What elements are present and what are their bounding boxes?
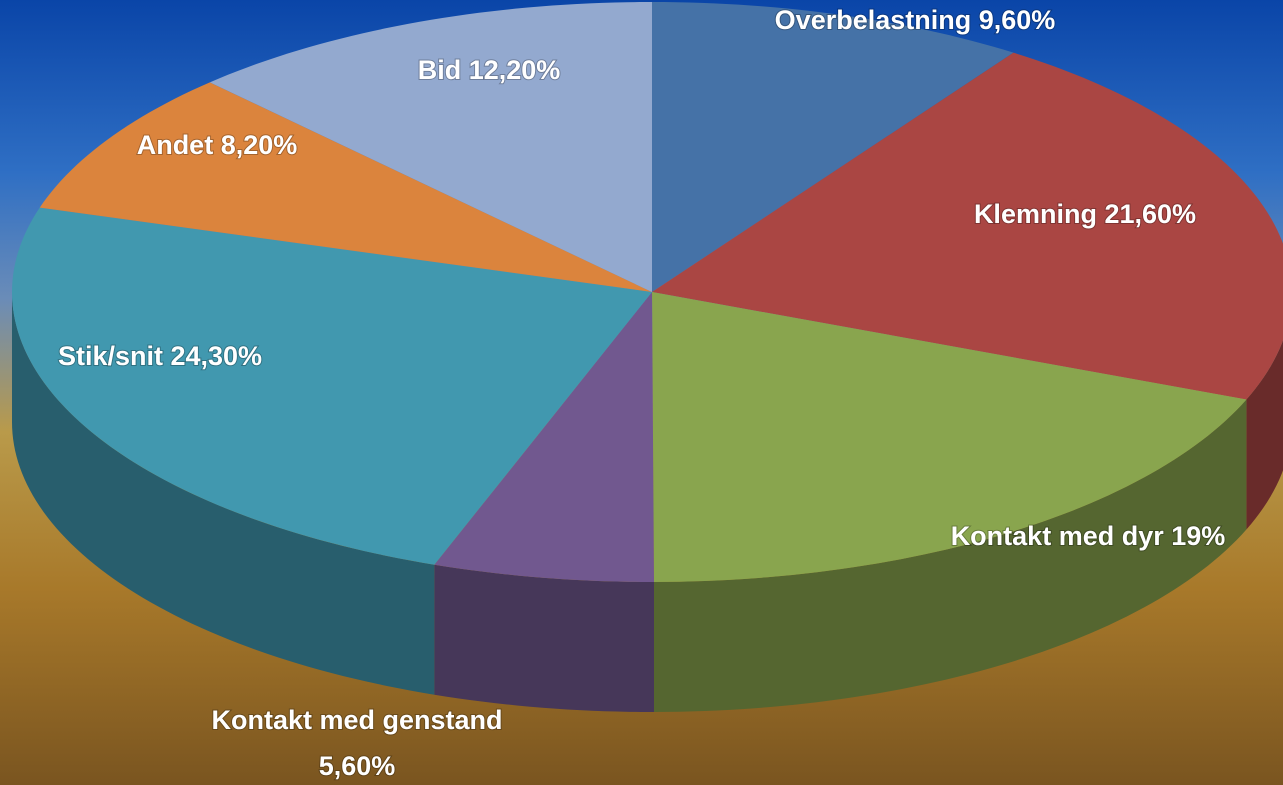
page: Overbelastning 9,60% Klemning 21,60% Konta… (0, 0, 1283, 785)
data-label: Kontakt med dyr 19% (951, 521, 1226, 551)
label-category: Andet (137, 130, 214, 160)
data-label: Overbelastning 9,60% (775, 5, 1056, 35)
data-label: Klemning 21,60% (974, 199, 1196, 229)
label-value: 8,20% (221, 130, 298, 160)
label-value: 12,20% (469, 55, 561, 85)
data-label: Stik/snit 24,30% (58, 341, 262, 371)
label-category: Kontakt med genstand (211, 705, 502, 735)
slice-side (434, 565, 654, 712)
label-category: Kontakt med dyr (951, 521, 1165, 551)
label-category: Stik/snit (58, 341, 163, 371)
label-category: Overbelastning (775, 5, 972, 35)
label-category: Bid (418, 55, 462, 85)
label-value: 5,60% (319, 751, 396, 781)
data-label: Andet 8,20% (137, 130, 298, 160)
label-value: 9,60% (979, 5, 1056, 35)
label-value: 19% (1171, 521, 1225, 551)
chart: Overbelastning 9,60% Klemning 21,60% Konta… (0, 0, 1283, 785)
data-label: Kontakt med genstand 5,60% (211, 705, 502, 781)
label-category: Klemning (974, 199, 1097, 229)
label-value: 24,30% (170, 341, 262, 371)
data-label: Bid 12,20% (418, 55, 561, 85)
label-value: 21,60% (1104, 199, 1196, 229)
